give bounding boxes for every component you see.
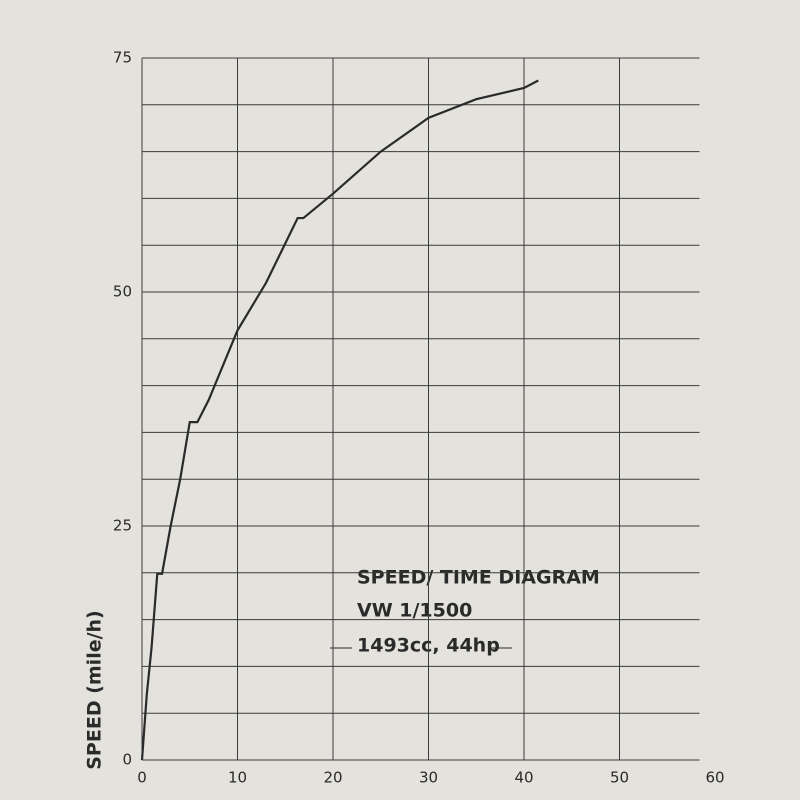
speed-curve [140,79,539,761]
annotation: VW 1/1500 [357,600,472,622]
y-tick-label: 0 [122,751,132,769]
y-axis-label: SPEED (mile/h) [84,610,106,770]
x-tick-label: 10 [228,769,247,787]
x-tick-label: 20 [323,769,342,787]
x-tick-label: 30 [419,769,438,787]
y-tick-label: 50 [113,283,132,301]
x-tick-label: 0 [137,769,147,787]
y-tick-label: 25 [113,517,132,535]
x-tick-label: 50 [610,769,629,787]
annotation: SPEED/ TIME DIAGRAM [357,567,600,589]
y-tick-label: 75 [113,49,132,67]
x-tick-label: 40 [514,769,533,787]
x-tick-label: 60 [705,769,724,787]
